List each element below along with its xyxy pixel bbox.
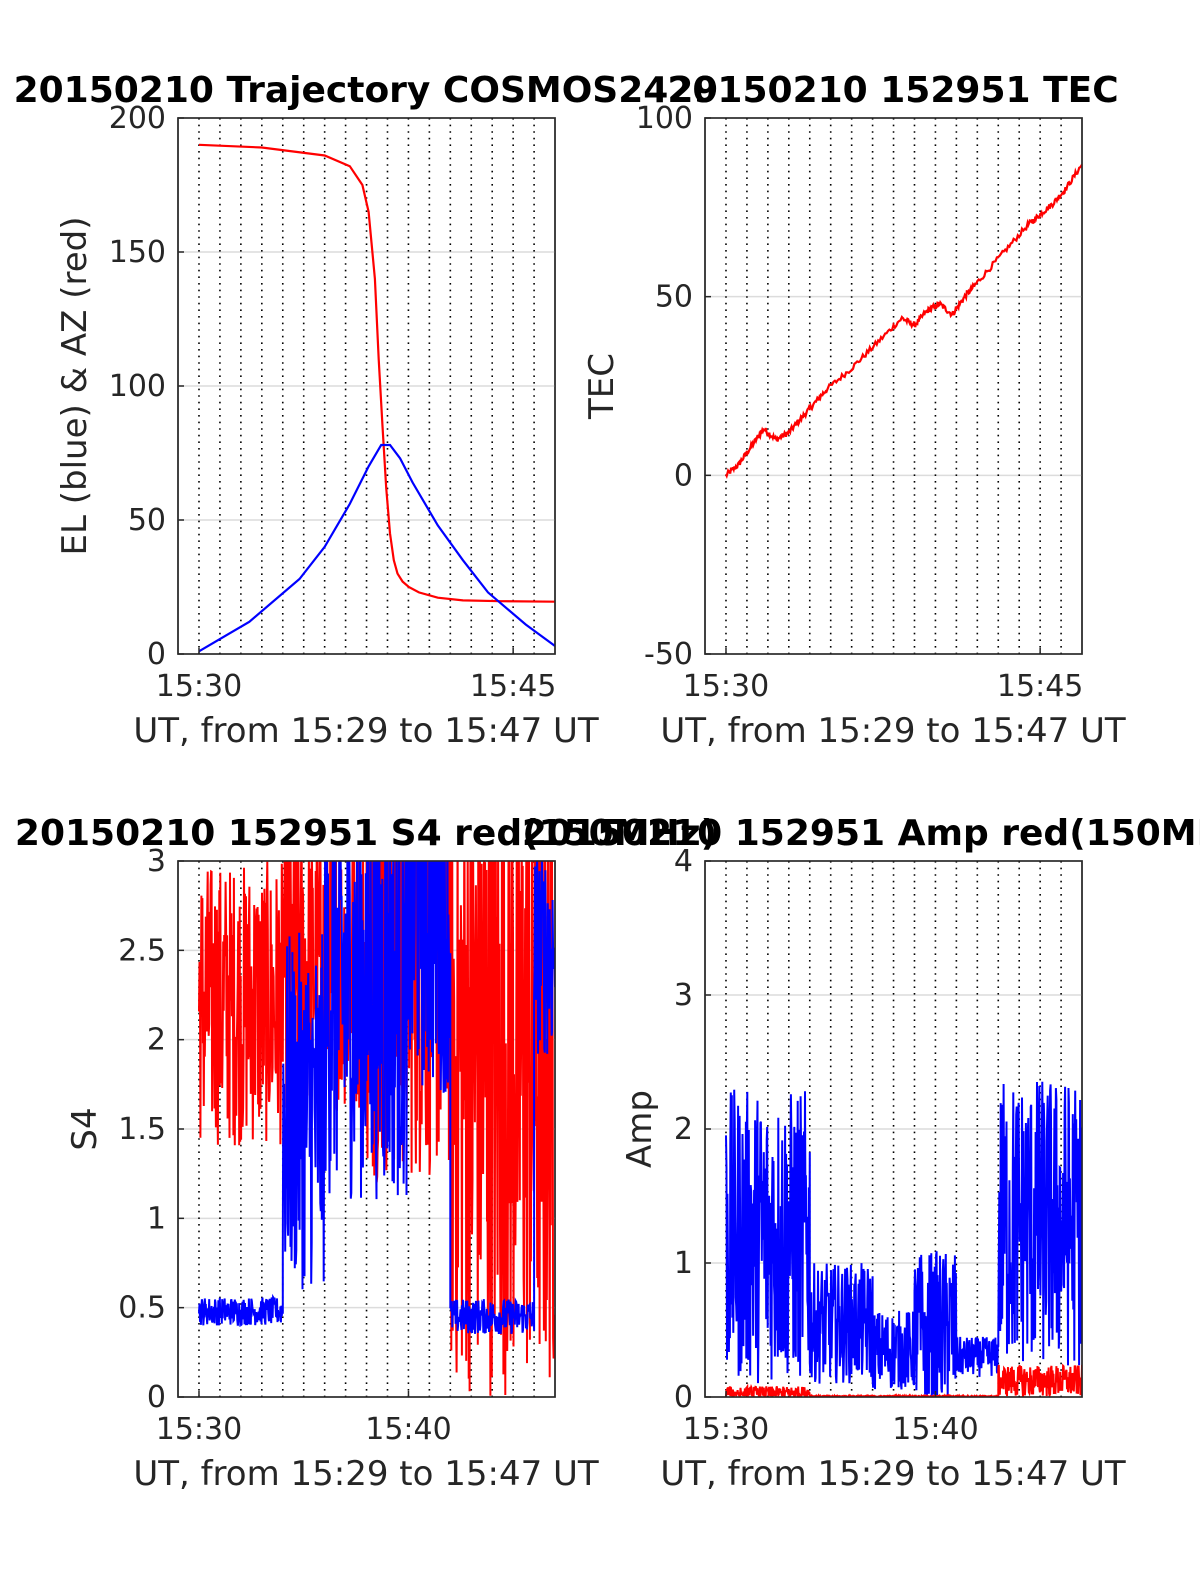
- chart-title: 20150210 152951 S4 red(150MHz): [15, 813, 717, 854]
- tick-labels: 0 0.5 1 1.5 2 2.5 3 15:30 15:40: [118, 844, 451, 1447]
- y-tick-label: 2: [147, 1023, 166, 1058]
- x-tick-label: 15:45: [997, 669, 1083, 704]
- y-tick-label: 2: [674, 1112, 693, 1147]
- y-tick-label: 2.5: [118, 933, 166, 968]
- y-tick-label: 100: [109, 369, 166, 404]
- series-line-blue: [725, 1081, 1082, 1397]
- series-group: [725, 1081, 1082, 1397]
- tick-labels: 0 50 100 150 200 15:30 15:45: [109, 101, 557, 704]
- y-tick-label: 0: [674, 1380, 693, 1415]
- y-axis-label: EL (blue) & AZ (red): [55, 216, 95, 555]
- x-tick-label: 15:45: [470, 669, 556, 704]
- y-axis-label: Amp: [620, 1090, 660, 1168]
- x-tick-label: 15:30: [156, 1412, 242, 1447]
- x-tick-label: 15:40: [365, 1412, 451, 1447]
- panel-trajectory: 0 50 100 150 200 15:30 15:45 20150210 Trajecto…: [14, 70, 719, 751]
- tick-labels: -50 0 50 100 15:30 15:45: [636, 101, 1084, 704]
- chart-title: 20150210 Trajectory COSMOS2429: [14, 70, 719, 111]
- axes-frame: [704, 117, 1083, 655]
- y-tick-label: 1: [674, 1246, 693, 1281]
- x-axis-label: UT, from 15:29 to 15:47 UT: [133, 711, 599, 751]
- series-group: [198, 861, 555, 1396]
- y-axis-label: S4: [65, 1107, 105, 1150]
- y-tick-label: 100: [636, 101, 693, 136]
- y-tick-label: 50: [128, 503, 166, 538]
- x-axis-label: UT, from 15:29 to 15:47 UT: [660, 711, 1126, 751]
- y-tick-label: 200: [109, 101, 166, 136]
- y-axis-label: TEC: [582, 353, 622, 420]
- y-tick-label: 4: [674, 844, 693, 879]
- series-line-az: [198, 143, 555, 603]
- y-tick-label: 150: [109, 235, 166, 270]
- series-line-el: [198, 443, 555, 653]
- series-group: [725, 163, 1082, 480]
- y-tick-label: 50: [655, 280, 693, 315]
- panel-amp: 0 1 2 3 4 15:30 15:40 20150210 152951 Amp red(…: [522, 813, 1200, 1494]
- x-tick-label: 15:30: [683, 1412, 769, 1447]
- y-tick-label: 3: [147, 844, 166, 879]
- y-tick-label: -50: [644, 637, 693, 672]
- y-tick-label: 0: [674, 458, 693, 493]
- chart-title: 20150210 152951 Amp red(150MHz): [522, 813, 1200, 854]
- x-tick-label: 15:30: [683, 669, 769, 704]
- y-tick-label: 3: [674, 978, 693, 1013]
- x-axis-label: UT, from 15:29 to 15:47 UT: [133, 1454, 599, 1494]
- x-axis-label: UT, from 15:29 to 15:47 UT: [660, 1454, 1126, 1494]
- x-tick-label: 15:40: [892, 1412, 978, 1447]
- series-line-tec: [725, 163, 1082, 480]
- series-line-red: [725, 1363, 1082, 1397]
- panel-s4: 0 0.5 1 1.5 2 2.5 3 15:30 15:40 20150210 152951 …: [15, 813, 717, 1494]
- y-tick-label: 0: [147, 637, 166, 672]
- tick-labels: 0 1 2 3 4 15:30 15:40: [674, 844, 979, 1447]
- y-tick-label: 0: [147, 1380, 166, 1415]
- y-tick-label: 1.5: [118, 1112, 166, 1147]
- series-line-blue: [198, 861, 555, 1335]
- y-tick-label: 0.5: [118, 1291, 166, 1326]
- chart-title: 20150210 152951 TEC: [667, 70, 1118, 111]
- plot-area: [704, 117, 1083, 655]
- x-tick-label: 15:30: [156, 669, 242, 704]
- y-tick-label: 1: [147, 1201, 166, 1236]
- series-group: [198, 143, 555, 653]
